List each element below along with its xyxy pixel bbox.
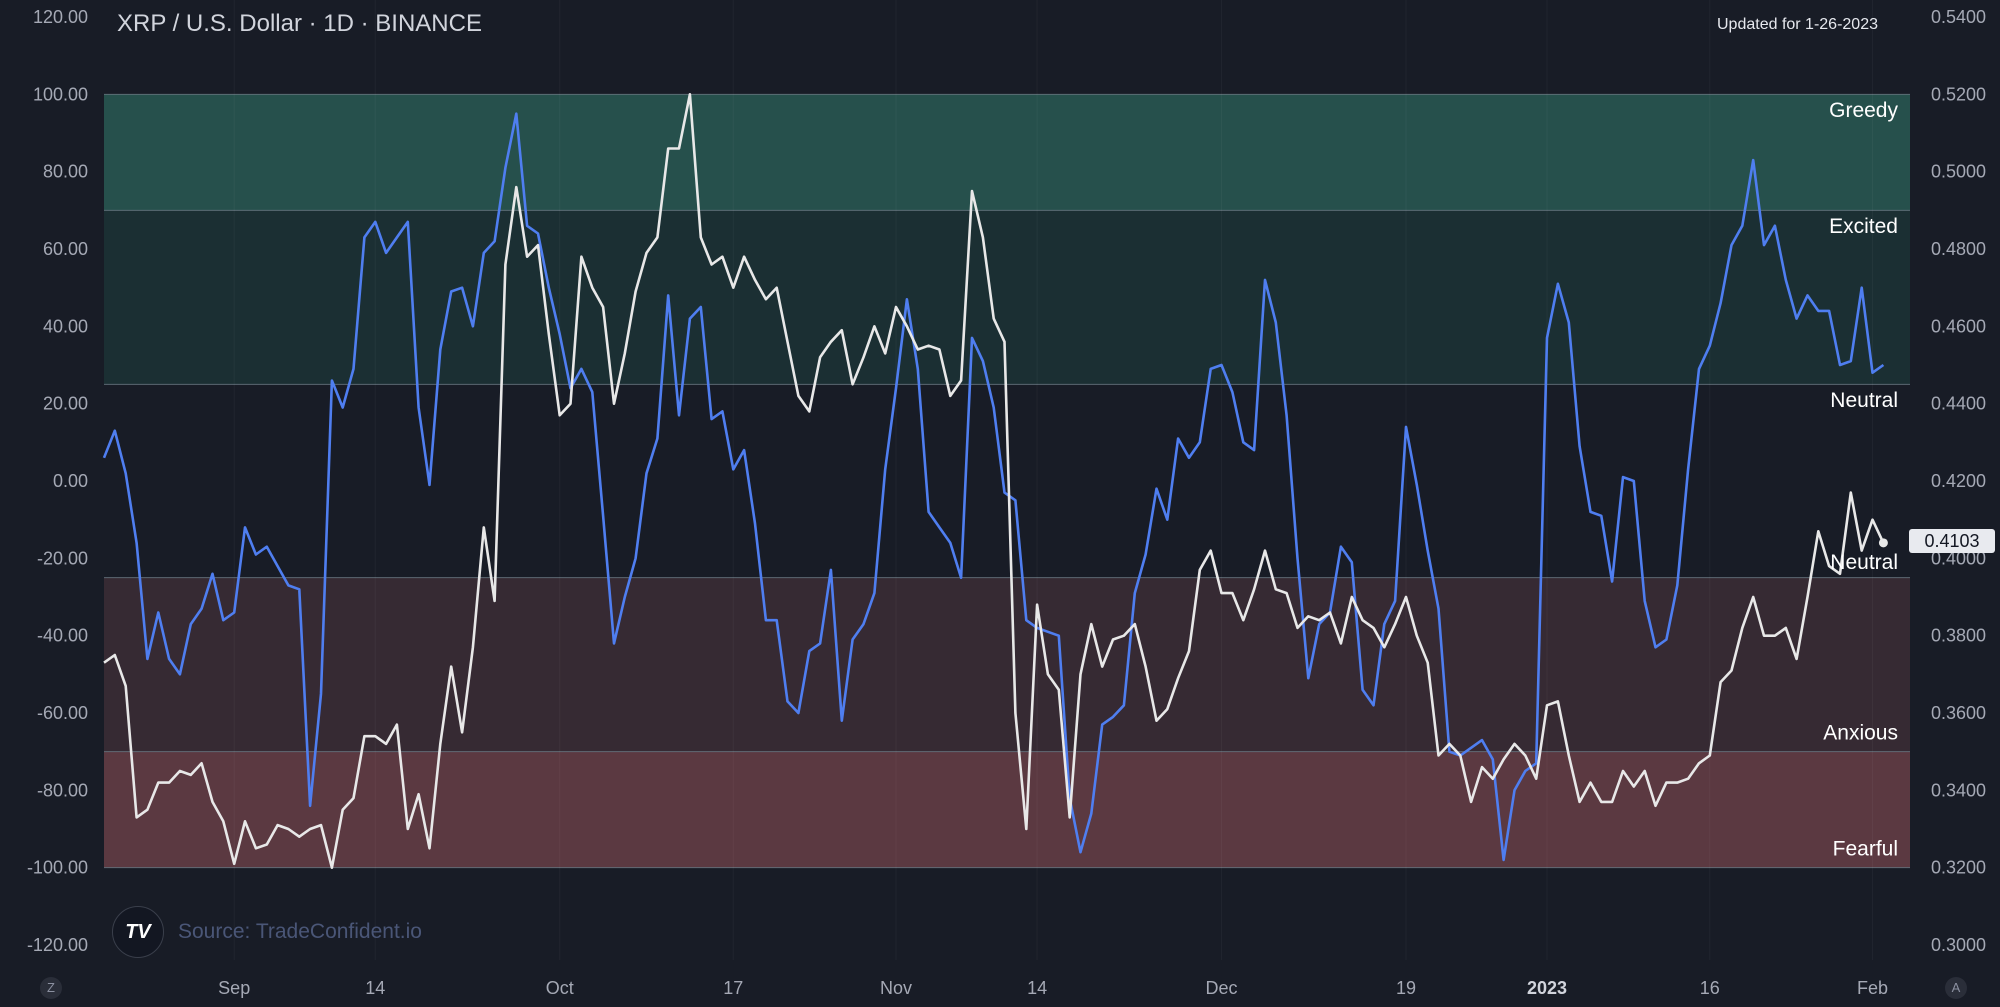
right-tick-label: 0.3600: [1931, 703, 1986, 723]
zone-label-fearful: Fearful: [1833, 837, 1898, 860]
right-tick-label: 0.3200: [1931, 858, 1986, 878]
left-tick-label: 0.00: [53, 471, 88, 491]
x-tick-label: Nov: [880, 978, 912, 998]
zone-greedy: [104, 94, 1910, 211]
sentiment-line[interactable]: [102, 112, 1885, 862]
source-text: Source: TradeConfident.io: [178, 920, 422, 943]
left-tick-label: 100.00: [33, 84, 88, 104]
x-tick-label: 19: [1396, 978, 1416, 998]
zone-label-greedy: Greedy: [1829, 99, 1898, 122]
x-tick-label: Sep: [218, 978, 250, 998]
right-tick-label: 0.4000: [1931, 548, 1986, 568]
zone-label-neutral: Neutral: [1830, 551, 1898, 574]
x-tick-label: 17: [723, 978, 743, 998]
price-line[interactable]: [103, 93, 1885, 870]
zoom-button[interactable]: Z: [40, 977, 62, 999]
right-tick-label: 0.4800: [1931, 239, 1986, 259]
right-tick-label: 0.5400: [1931, 7, 1986, 27]
right-tick-label: 0.3000: [1931, 935, 1986, 955]
left-tick-label: 60.00: [43, 239, 88, 259]
right-tick-label: 0.4400: [1931, 394, 1986, 414]
right-tick-label: 0.3400: [1931, 780, 1986, 800]
chart-title: XRP / U.S. Dollar · 1D · BINANCE: [117, 10, 482, 37]
left-tick-label: -60.00: [37, 703, 88, 723]
left-tick-label: 40.00: [43, 316, 88, 336]
zone-bands: [104, 93, 1910, 869]
right-tick-label: 0.3800: [1931, 626, 1986, 646]
last-price-tag: 0.4103: [1909, 529, 1995, 553]
zone-label-excited: Excited: [1829, 215, 1898, 238]
auto-scale-button[interactable]: A: [1945, 977, 1967, 999]
grid-lines: [233, 0, 1874, 960]
x-tick-label: 16: [1700, 978, 1720, 998]
right-tick-label: 0.4200: [1931, 471, 1986, 491]
left-tick-label: -120.00: [27, 935, 88, 955]
series-lines: [102, 93, 1888, 870]
right-tick-label: 0.5000: [1931, 162, 1986, 182]
left-tick-label: 20.00: [43, 394, 88, 414]
right-tick-label: 0.5200: [1931, 84, 1986, 104]
source-watermark: TV Source: TradeConfident.io: [112, 906, 422, 958]
left-tick-label: -40.00: [37, 626, 88, 646]
x-tick-label: Dec: [1206, 978, 1238, 998]
left-axis: 120.00 100.00 80.00 60.00 40.00 20.00 0.00 -20.…: [27, 7, 88, 955]
x-tick-label: 2023: [1527, 978, 1567, 998]
zone-label-neutral: Neutral: [1830, 389, 1898, 412]
zone-excited: [104, 210, 1910, 385]
last-price-dot: [1878, 538, 1888, 548]
x-tick-label: 14: [1027, 978, 1047, 998]
tradingview-logo-icon[interactable]: TV: [112, 906, 164, 958]
zone-anxious: [104, 577, 1910, 752]
x-tick-label: Oct: [546, 978, 574, 998]
right-axis: 0.5400 0.5200 0.5000 0.4800 0.4600 0.4400 0.42…: [1931, 7, 1986, 955]
left-tick-label: 80.00: [43, 162, 88, 182]
zone-label-anxious: Anxious: [1823, 721, 1898, 744]
left-tick-label: -80.00: [37, 780, 88, 800]
updated-label: Updated for 1-26-2023: [1717, 16, 1878, 33]
x-tick-label: 14: [365, 978, 385, 998]
x-axis: Sep14Oct17Nov14Dec19202316Feb14: [218, 978, 1888, 998]
left-tick-label: -100.00: [27, 858, 88, 878]
left-tick-label: 120.00: [33, 7, 88, 27]
x-tick-label: Feb: [1857, 978, 1888, 998]
right-tick-label: 0.4600: [1931, 316, 1986, 336]
zone-labels: Greedy Excited Neutral Neutral Anxious Fearfu…: [1823, 99, 1898, 861]
left-tick-label: -20.00: [37, 548, 88, 568]
